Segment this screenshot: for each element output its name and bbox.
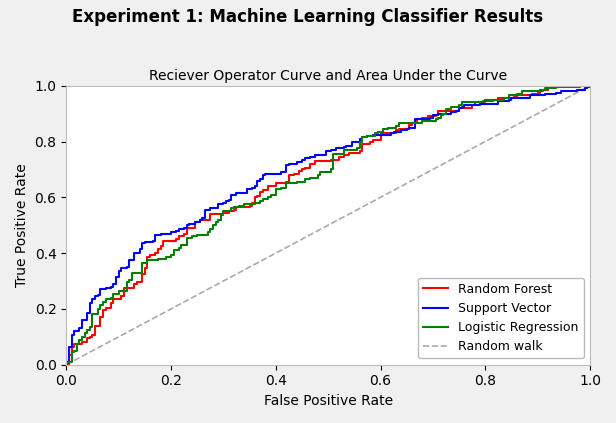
Y-axis label: True Positive Rate: True Positive Rate <box>15 163 29 287</box>
X-axis label: False Positive Rate: False Positive Rate <box>264 394 393 408</box>
Legend: Random Forest, Support Vector, Logistic Regression, Random walk: Random Forest, Support Vector, Logistic … <box>418 278 584 358</box>
Text: Experiment 1: Machine Learning Classifier Results: Experiment 1: Machine Learning Classifie… <box>73 8 543 27</box>
Title: Reciever Operator Curve and Area Under the Curve: Reciever Operator Curve and Area Under t… <box>149 69 507 83</box>
